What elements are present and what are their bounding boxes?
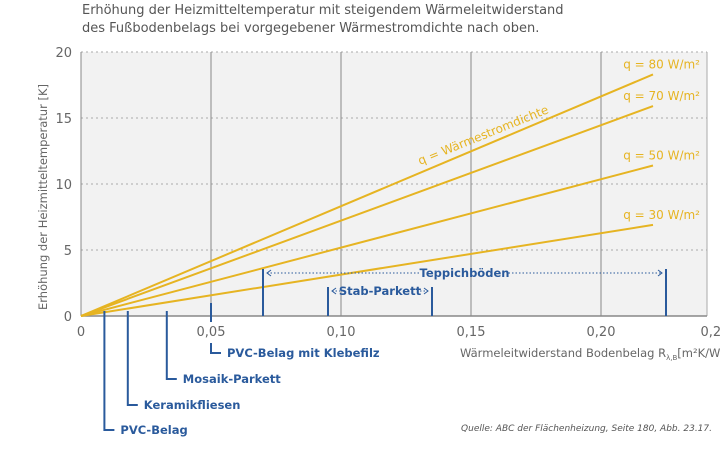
y-tick-label: 5: [64, 244, 72, 259]
series-label: q = 70 W/m²: [623, 89, 700, 103]
y-axis-label: Erhöhung der Heizmitteltemperatur [K]: [36, 84, 50, 310]
material-label: PVC-Belag: [120, 423, 187, 437]
series-line: [80, 73, 654, 317]
material-marker: [165, 311, 177, 380]
material-markers: PVC-Belag Keramikfliesen Mosaik-Parkett PVC…: [103, 266, 667, 437]
title-line-1: Erhöhung der Heizmitteltemperatur mit st…: [82, 3, 564, 18]
axis-ticks: 0 5 10 15 20 0 0,05 0,10 0,15 0,20 0,24: [55, 46, 720, 340]
range-arrowheads: [331, 287, 429, 295]
material-marker: [210, 303, 221, 354]
range-label: Teppichböden: [420, 266, 510, 280]
chart-title: Erhöhung der Heizmitteltemperatur mit st…: [82, 2, 702, 38]
y-tick-label: 15: [55, 112, 72, 127]
source-note: Quelle: ABC der Flächenheizung, Seite 18…: [461, 424, 712, 434]
series-line: [80, 105, 654, 317]
series-label: q = 30 W/m²: [623, 208, 700, 222]
series-label: q = 80 W/m²: [623, 57, 700, 71]
title-line-2: des Fußbodenbelags bei vorgegebener Wärm…: [82, 21, 540, 36]
material-marker: [126, 311, 138, 406]
range-arrowheads: [266, 269, 663, 277]
x-tick-label: 0,20: [587, 325, 616, 340]
y-tick-label: 10: [55, 178, 72, 193]
series-line: [80, 223, 654, 317]
series-lines: q = 80 W/m² q = 70 W/m² q = 50 W/m² q = 30 …: [80, 57, 700, 317]
material-label: Mosaik-Parkett: [183, 372, 281, 386]
range-label: Stab-Parkett: [339, 284, 422, 298]
material-label: PVC-Belag mit Klebefilz: [227, 346, 380, 360]
x-axis-label-main: Wärmeleitwiderstand Bodenbelag R: [460, 346, 666, 360]
series-line: [80, 164, 654, 317]
x-tick-label: 0,24: [701, 325, 720, 340]
x-tick-label: 0: [77, 325, 85, 340]
y-tick-label: 20: [55, 46, 72, 61]
material-label: Keramikfliesen: [144, 398, 241, 412]
series-label: q = 50 W/m²: [623, 149, 700, 163]
x-tick-label: 0,10: [327, 325, 356, 340]
y-tick-label: 0: [64, 310, 72, 325]
x-tick-label: 0,15: [457, 325, 486, 340]
x-axis-label-unit: [m²K/W: [677, 346, 720, 360]
grid: [80, 51, 708, 317]
x-axis-label: Wärmeleitwiderstand Bodenbelag Rλ,B[m²K/…: [460, 346, 720, 362]
x-tick-label: 0,05: [197, 325, 226, 340]
material-marker: [103, 311, 115, 431]
x-axis-label-sub: λ,B: [666, 354, 677, 362]
